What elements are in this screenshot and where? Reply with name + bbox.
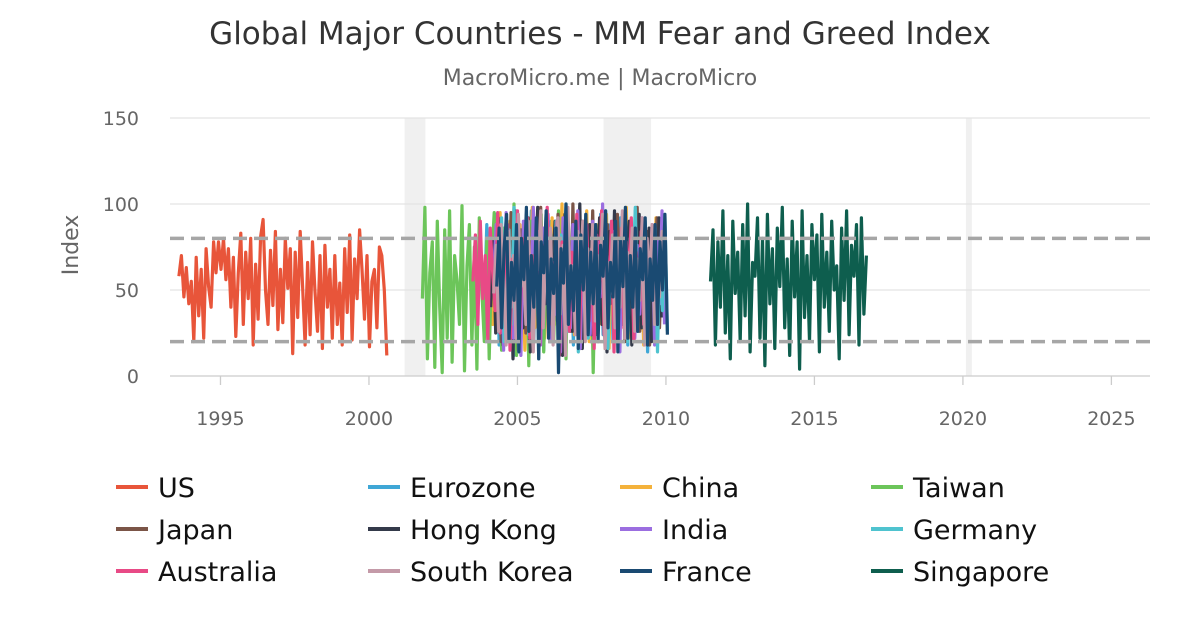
legend-label-france: France — [662, 557, 752, 588]
shaded-period-2 — [965, 118, 972, 376]
legend-label-india: India — [662, 515, 728, 546]
legend-label-us: US — [158, 473, 195, 504]
legend-label-hong-kong: Hong Kong — [410, 515, 557, 546]
x-tick-label: 2025 — [1087, 408, 1135, 430]
chart-title: Global Major Countries - MM Fear and Gre… — [209, 16, 991, 52]
x-tick-label: 2020 — [939, 408, 987, 430]
series-line-france — [495, 202, 669, 375]
y-axis-title: Index — [59, 215, 84, 276]
x-tick-label: 1995 — [196, 408, 244, 430]
x-tick-label: 2000 — [345, 408, 393, 430]
y-tick-label: 150 — [103, 108, 139, 130]
legend-label-china: China — [662, 473, 739, 504]
legend-label-taiwan: Taiwan — [912, 473, 1005, 504]
x-tick-label: 2015 — [790, 408, 838, 430]
series-line-us — [177, 217, 389, 356]
legend-label-singapore: Singapore — [913, 557, 1049, 588]
shaded-period-0 — [404, 118, 426, 376]
y-tick-label: 0 — [127, 366, 139, 388]
chart-subtitle: MacroMicro.me | MacroMicro — [443, 66, 758, 91]
y-tick-label: 50 — [115, 280, 139, 302]
y-axis-ticks: 0 50 100 150 — [103, 108, 139, 388]
legend: US Eurozone China Taiwan Japan Hong Kong India… — [116, 473, 1049, 588]
legend-label-japan: Japan — [156, 515, 233, 546]
series-line-singapore — [708, 202, 868, 371]
legend-label-germany: Germany — [913, 515, 1037, 546]
legend-label-australia: Australia — [158, 557, 277, 588]
y-tick-label: 100 — [103, 194, 139, 216]
legend-label-south-korea: South Korea — [410, 557, 574, 588]
series-lines — [177, 202, 868, 375]
reference-lines — [170, 236, 1150, 344]
x-tick-label: 2010 — [642, 408, 690, 430]
x-axis-ticks: 1995 2000 2005 2010 2015 2020 2025 — [196, 376, 1136, 430]
legend-label-eurozone: Eurozone — [410, 473, 536, 504]
x-tick-label: 2005 — [493, 408, 541, 430]
